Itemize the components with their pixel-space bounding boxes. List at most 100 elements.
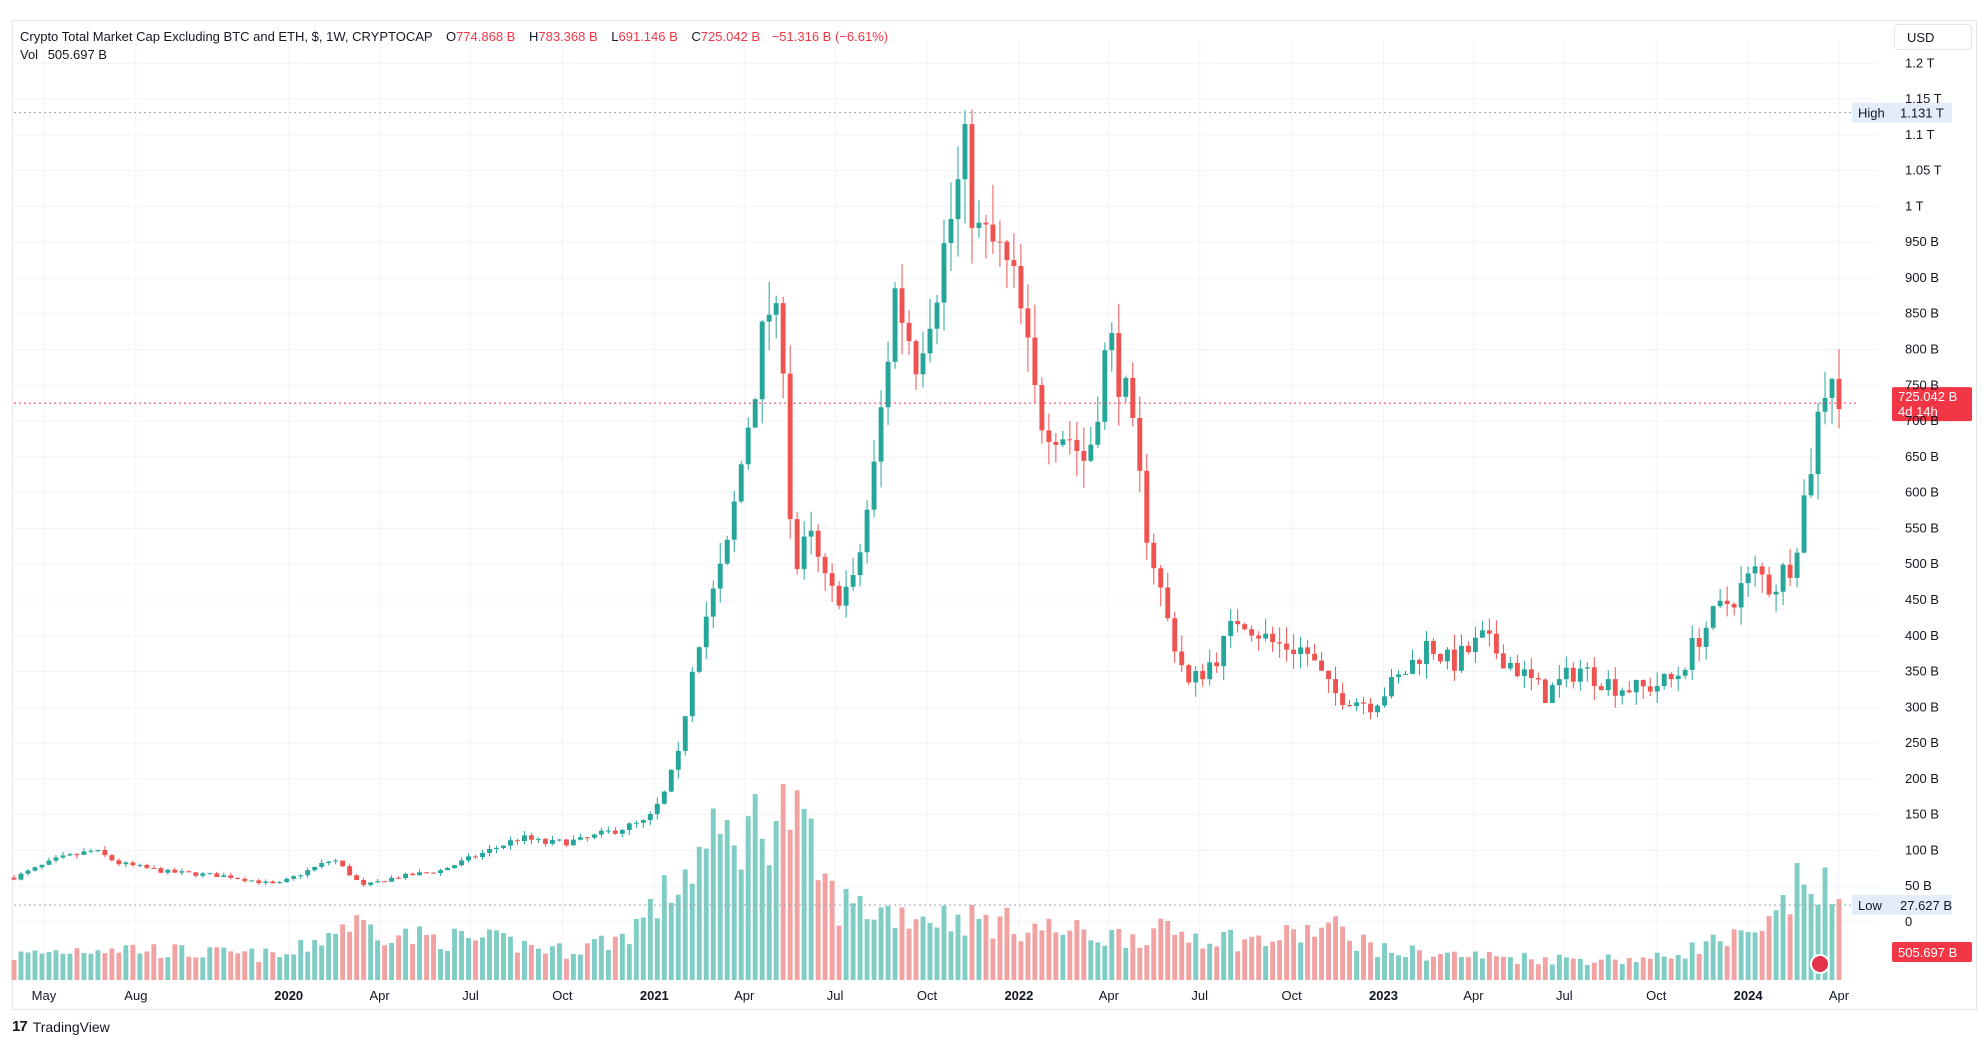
candle-body	[549, 839, 555, 844]
candle-body	[53, 857, 59, 861]
candle-body	[668, 769, 674, 792]
candle-body	[480, 852, 485, 858]
volume-bar	[354, 915, 360, 980]
volume-bar	[1242, 939, 1248, 980]
last-price-value: 725.042 B	[1898, 389, 1957, 404]
candle-body	[1584, 667, 1590, 669]
volume-bar	[67, 953, 73, 980]
candle-body	[1773, 591, 1779, 595]
volume-bar	[1158, 918, 1164, 980]
candle-body	[1354, 702, 1359, 707]
volume-bar	[410, 943, 416, 980]
candle-body	[494, 847, 499, 849]
candle-body	[431, 872, 436, 874]
candle-body	[563, 839, 569, 846]
volume-bar	[969, 904, 975, 980]
volume-bar	[123, 945, 129, 980]
time-axis[interactable]: May Aug 2020 Apr Jul Oct 2021 Apr Jul Oct 2022 Apr J…	[32, 988, 1850, 1003]
volume-bar	[1382, 943, 1387, 980]
volume-bar	[1361, 934, 1366, 980]
candle-body	[158, 868, 164, 873]
volume-bar	[1577, 958, 1583, 980]
tradingview-logo: 17	[12, 1018, 28, 1035]
candle-body	[1647, 686, 1653, 692]
volume-bar	[1633, 962, 1639, 980]
volume-bar	[1186, 942, 1192, 980]
candle-body	[1570, 667, 1576, 682]
candle-body	[997, 241, 1003, 243]
volume-bar	[689, 883, 695, 980]
volume-bar	[850, 903, 856, 980]
volume-bar	[389, 942, 395, 980]
candle-body	[291, 876, 297, 879]
candle-body	[515, 840, 520, 842]
volume-bar	[1123, 947, 1129, 980]
candle-body	[1661, 673, 1667, 686]
volume-bar	[1214, 946, 1220, 980]
candle-body	[647, 814, 653, 821]
candle-body	[116, 860, 122, 865]
candle-body	[403, 873, 409, 879]
candle-body	[1549, 685, 1555, 704]
volume-bar	[242, 951, 248, 980]
volume-bar	[1235, 951, 1241, 980]
candle-body	[941, 243, 947, 303]
price-tick-label: 800 B	[1905, 342, 1939, 357]
candle-body	[1605, 679, 1611, 691]
volume-bar	[1710, 934, 1716, 980]
candle-body	[1284, 643, 1290, 650]
candle-body	[172, 869, 178, 873]
volume-bar	[1438, 954, 1443, 980]
candle-body	[200, 873, 206, 876]
candle-body	[885, 361, 891, 408]
candle-body	[1451, 649, 1457, 671]
volume-bar	[480, 937, 485, 980]
candle-body	[263, 881, 269, 883]
candle-body	[773, 303, 779, 315]
volume-bar	[1263, 946, 1269, 980]
volume-bar	[1319, 927, 1325, 980]
volume-bar	[766, 865, 772, 980]
volume-bar	[724, 819, 730, 980]
candle-body	[221, 875, 227, 878]
price-axis[interactable]: 0 50 B 100 B 150 B 200 B 250 B 300 B 350 B 400 B…	[1905, 55, 1942, 929]
candle-body	[1619, 690, 1625, 696]
volume-bar	[291, 954, 297, 980]
volume-bar	[1451, 951, 1457, 980]
currency-selector[interactable]: USD	[1894, 24, 1972, 50]
candle-body	[1263, 633, 1269, 639]
candle-body	[382, 881, 388, 883]
price-tick-label: 450 B	[1905, 592, 1939, 607]
volume-bar	[598, 935, 604, 980]
change-value: −51.316 B (−6.61%)	[771, 29, 889, 44]
candle-body	[808, 530, 814, 537]
candle-body	[1298, 647, 1304, 655]
price-tick-label: 950 B	[1905, 234, 1939, 249]
candle-body	[1598, 686, 1604, 691]
volume-bar	[892, 927, 898, 980]
candle-body	[1319, 660, 1325, 671]
volume-bar	[221, 947, 227, 980]
symbol-title[interactable]: Crypto Total Market Cap Excluding BTC an…	[20, 29, 433, 44]
candle-body	[1144, 470, 1150, 543]
volume-bar	[1486, 951, 1492, 980]
candle-body	[1326, 670, 1332, 680]
volume-bar	[1626, 958, 1632, 980]
volume-bar	[1333, 916, 1339, 980]
volume-bar	[11, 960, 17, 980]
volume-bar	[1200, 948, 1206, 980]
candle-body	[1654, 685, 1660, 692]
volume-bar	[955, 914, 961, 980]
candle-body	[969, 124, 975, 228]
candle-body	[1815, 411, 1821, 475]
candle-body	[787, 373, 793, 520]
candle-body	[32, 867, 38, 871]
candle-body	[1431, 640, 1436, 654]
volume-bar	[228, 951, 234, 980]
candle-body	[1633, 679, 1639, 693]
candle-body	[598, 830, 604, 835]
volume-bar	[1144, 945, 1150, 980]
last-price-countdown: 4d 14h	[1898, 404, 1938, 419]
volume-bar	[46, 952, 52, 980]
